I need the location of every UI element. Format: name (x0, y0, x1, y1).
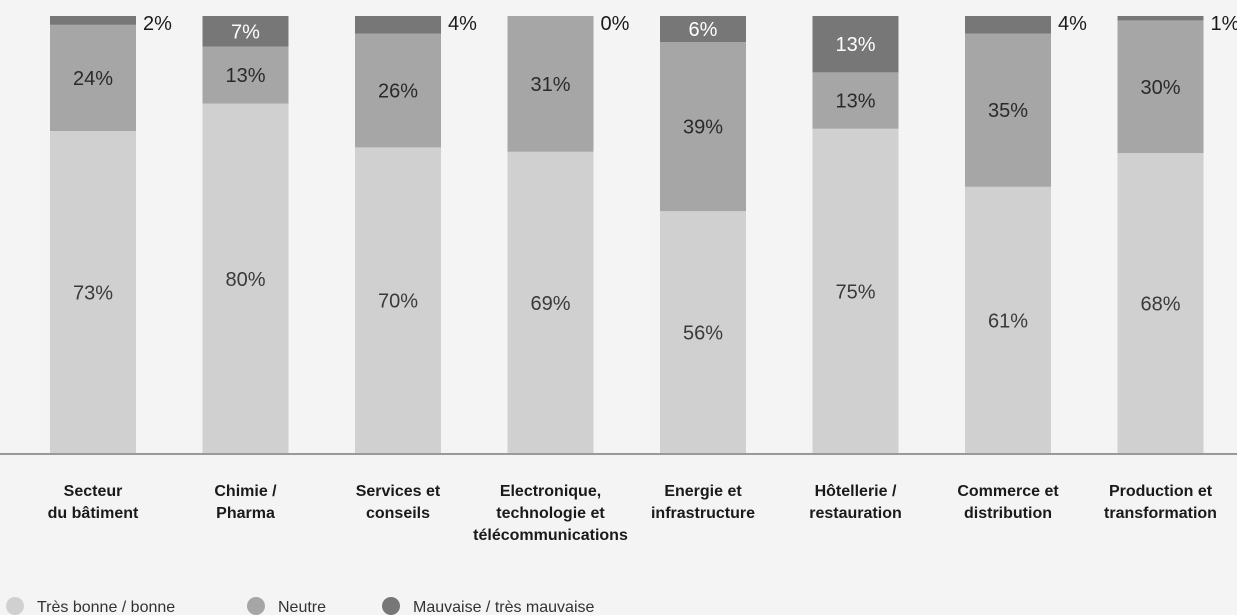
data-label: 4% (448, 13, 477, 35)
bar-segment (50, 131, 136, 454)
data-label: 69% (530, 293, 570, 315)
category-label: infrastructure (651, 505, 755, 522)
category-label: Energie et (664, 483, 742, 500)
category-label: Electronique, (500, 483, 601, 500)
data-label: 6% (689, 19, 718, 41)
data-label: 2% (143, 13, 172, 35)
category-label: Chimie / (214, 483, 277, 500)
bar-segment (965, 16, 1051, 34)
data-label: 1% (1211, 13, 1237, 35)
data-label: 30% (1140, 77, 1180, 99)
bar-segment (202, 46, 289, 104)
data-label: 70% (378, 291, 418, 313)
category-label: restauration (809, 505, 901, 522)
bar-segment (507, 151, 594, 454)
data-label: 68% (1140, 294, 1180, 316)
category-label: Commerce et (957, 483, 1059, 500)
data-label: 4% (1058, 13, 1087, 35)
bar-segment (202, 16, 289, 47)
data-label: 13% (225, 65, 265, 87)
category-label: Pharma (216, 505, 275, 522)
data-label: 56% (683, 323, 723, 345)
data-label: 75% (835, 281, 875, 303)
legend-swatch (6, 597, 24, 615)
legend: Très bonne / bonne Neutre Mauvaise / très … (6, 597, 595, 615)
data-label: 26% (378, 80, 418, 102)
category-label: Production et (1109, 483, 1213, 500)
bar-segment (965, 186, 1051, 454)
bar-segment (355, 33, 441, 148)
bar-segment (812, 72, 899, 129)
data-label: 31% (530, 74, 570, 96)
category-label: transformation (1104, 505, 1217, 522)
data-label: 39% (683, 117, 723, 139)
category-label: technologie et (496, 505, 605, 522)
category-label: distribution (964, 505, 1052, 522)
bar-segment (202, 103, 289, 454)
data-label: 73% (73, 283, 113, 305)
data-label: 13% (835, 34, 875, 56)
data-label: 61% (988, 310, 1028, 332)
legend-label: Neutre (278, 599, 326, 615)
bar-segment (1117, 20, 1204, 154)
data-label: 7% (231, 21, 260, 43)
category-label: Hôtellerie / (815, 483, 897, 500)
bar-segment (1117, 16, 1204, 21)
bar-segment (660, 42, 746, 212)
bar-segment (812, 128, 899, 454)
data-label: 13% (835, 91, 875, 113)
bar-segment (812, 16, 899, 73)
bar-segment (1117, 153, 1204, 454)
bar-segment (50, 24, 136, 132)
legend-label: Très bonne / bonne (37, 599, 175, 615)
bar-segment (660, 16, 746, 43)
bar-segment (965, 33, 1051, 187)
category-label: Secteur (64, 483, 123, 500)
data-label: 24% (73, 68, 113, 90)
category-label: du bâtiment (48, 505, 139, 522)
data-label: 0% (601, 13, 630, 35)
bar-segment (507, 16, 594, 152)
legend-swatch (382, 597, 400, 615)
legend-label: Mauvaise / très mauvaise (413, 599, 595, 615)
data-label: 80% (225, 269, 265, 291)
bar-segment (355, 147, 441, 454)
bars-group: 73% 24% 2% 80% 13% 7% 70% 26% 4% 69% 31% 0% 56% 39% 6%… (50, 13, 1237, 454)
legend-swatch (247, 597, 265, 615)
category-label: conseils (366, 505, 430, 522)
bar-segment (660, 211, 746, 454)
bar-segment (50, 16, 136, 25)
category-label: Services et (356, 483, 441, 500)
data-label: 35% (988, 100, 1028, 122)
category-label: télécommunications (473, 527, 628, 544)
category-labels: Secteur du bâtiment Chimie / Pharma Services… (48, 483, 1217, 544)
bar-segment (355, 16, 441, 34)
